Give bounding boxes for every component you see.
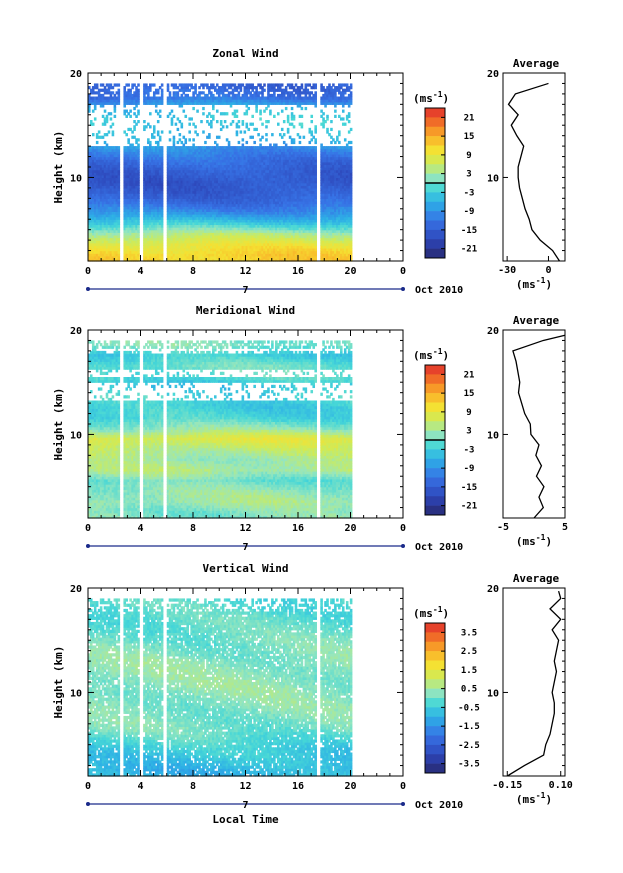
panel-title: Zonal Wind (212, 47, 278, 60)
wind-figure: Zonal Wind0 4 8 12 16 20 01020Height (km)7 Oct … (0, 0, 623, 873)
heatmap-cells (88, 83, 352, 261)
